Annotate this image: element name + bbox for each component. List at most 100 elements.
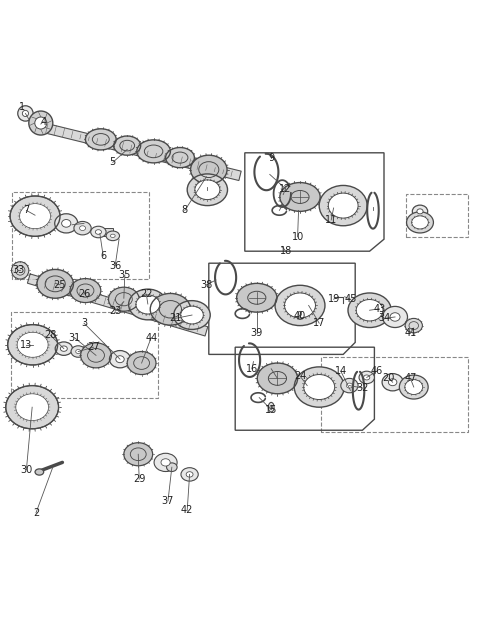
- Ellipse shape: [35, 117, 47, 129]
- Ellipse shape: [412, 205, 428, 217]
- Text: 10: 10: [291, 232, 304, 242]
- Text: 47: 47: [404, 374, 417, 384]
- Ellipse shape: [383, 307, 408, 327]
- Ellipse shape: [275, 285, 325, 325]
- Ellipse shape: [35, 469, 44, 475]
- Polygon shape: [27, 274, 208, 336]
- Ellipse shape: [37, 269, 73, 298]
- Ellipse shape: [80, 226, 85, 231]
- Text: 21: 21: [169, 313, 181, 324]
- Text: 44: 44: [145, 332, 157, 343]
- Ellipse shape: [359, 371, 374, 384]
- Ellipse shape: [91, 226, 106, 238]
- Text: 32: 32: [356, 383, 369, 393]
- Ellipse shape: [109, 351, 131, 368]
- Ellipse shape: [399, 375, 428, 399]
- Text: 3: 3: [81, 318, 87, 328]
- Ellipse shape: [161, 459, 170, 466]
- Ellipse shape: [129, 289, 167, 320]
- Ellipse shape: [10, 196, 60, 236]
- Text: 2: 2: [33, 507, 39, 518]
- Ellipse shape: [181, 468, 198, 481]
- Ellipse shape: [106, 231, 120, 241]
- Ellipse shape: [407, 212, 433, 233]
- Ellipse shape: [136, 295, 160, 314]
- Text: 4: 4: [40, 116, 46, 126]
- Text: 24: 24: [294, 371, 306, 381]
- Ellipse shape: [195, 180, 220, 200]
- Ellipse shape: [412, 216, 428, 229]
- Text: 28: 28: [44, 330, 57, 340]
- Ellipse shape: [76, 349, 81, 353]
- Text: 31: 31: [68, 332, 81, 343]
- Ellipse shape: [96, 229, 101, 234]
- FancyBboxPatch shape: [102, 228, 113, 236]
- Ellipse shape: [304, 375, 335, 399]
- Text: 8: 8: [182, 205, 188, 216]
- Text: 34: 34: [378, 313, 390, 324]
- Text: 30: 30: [20, 465, 33, 475]
- Text: 14: 14: [335, 366, 347, 376]
- Ellipse shape: [319, 185, 367, 226]
- Text: 5: 5: [109, 157, 116, 167]
- Text: 41: 41: [404, 328, 417, 337]
- Text: 38: 38: [200, 280, 213, 290]
- Ellipse shape: [356, 300, 383, 321]
- Text: 26: 26: [78, 289, 90, 300]
- Text: 12: 12: [279, 184, 292, 194]
- Ellipse shape: [55, 214, 78, 233]
- Text: 17: 17: [313, 318, 325, 328]
- Text: 13: 13: [20, 340, 33, 349]
- Ellipse shape: [328, 193, 358, 218]
- Ellipse shape: [70, 279, 101, 303]
- Ellipse shape: [280, 183, 320, 211]
- Ellipse shape: [61, 219, 71, 227]
- Ellipse shape: [116, 356, 124, 363]
- Text: 22: 22: [140, 289, 153, 300]
- Ellipse shape: [180, 306, 204, 324]
- Text: 33: 33: [12, 265, 24, 276]
- Ellipse shape: [257, 363, 298, 394]
- Ellipse shape: [17, 332, 48, 357]
- Ellipse shape: [417, 209, 423, 214]
- Ellipse shape: [55, 342, 72, 355]
- Ellipse shape: [296, 308, 304, 319]
- Ellipse shape: [405, 319, 422, 333]
- Ellipse shape: [347, 383, 352, 388]
- Text: 29: 29: [133, 474, 145, 484]
- Ellipse shape: [268, 403, 274, 412]
- Text: 45: 45: [344, 295, 357, 304]
- Ellipse shape: [10, 196, 60, 236]
- Ellipse shape: [150, 293, 191, 325]
- Ellipse shape: [110, 234, 115, 238]
- Ellipse shape: [270, 405, 272, 409]
- Ellipse shape: [85, 129, 116, 150]
- Ellipse shape: [382, 374, 403, 391]
- Text: 6: 6: [100, 251, 106, 261]
- Ellipse shape: [18, 106, 33, 121]
- Text: 39: 39: [251, 328, 263, 337]
- Ellipse shape: [60, 346, 67, 351]
- Ellipse shape: [405, 380, 423, 394]
- Text: 40: 40: [294, 311, 306, 321]
- Ellipse shape: [29, 111, 53, 135]
- Text: 18: 18: [279, 246, 292, 256]
- Text: 46: 46: [371, 366, 383, 376]
- Text: 9: 9: [268, 152, 274, 162]
- Ellipse shape: [6, 386, 59, 428]
- Text: 7: 7: [23, 205, 30, 216]
- Text: 23: 23: [109, 306, 121, 316]
- Ellipse shape: [114, 136, 141, 155]
- Ellipse shape: [166, 147, 194, 167]
- Ellipse shape: [388, 379, 397, 386]
- Ellipse shape: [299, 312, 301, 316]
- Text: 42: 42: [181, 506, 193, 516]
- Ellipse shape: [23, 111, 28, 116]
- Ellipse shape: [16, 394, 48, 420]
- Ellipse shape: [20, 204, 50, 229]
- Text: 16: 16: [246, 364, 258, 374]
- Polygon shape: [37, 122, 241, 181]
- Ellipse shape: [186, 471, 193, 477]
- Text: 15: 15: [265, 404, 277, 415]
- Ellipse shape: [127, 351, 156, 375]
